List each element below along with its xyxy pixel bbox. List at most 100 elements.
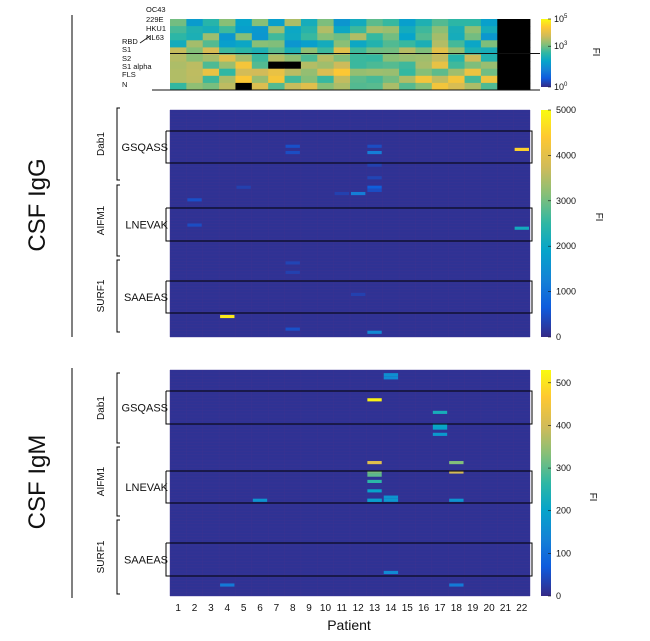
- coronavirus-cell: [513, 68, 531, 77]
- coronavirus-cell: [333, 33, 351, 41]
- coronavirus-cell: [202, 47, 220, 55]
- coronavirus-cell: [268, 75, 285, 84]
- coronavirus-cell: [513, 19, 531, 27]
- peptide-box-right-bracket: [527, 542, 533, 577]
- coronavirus-cell: [448, 54, 465, 62]
- coronavirus-cell: [431, 68, 449, 77]
- coronavirus-cell: [235, 54, 253, 62]
- coronavirus-cell: [333, 47, 351, 55]
- peptide-box-right-bracket: [527, 470, 533, 504]
- coronavirus-cell: [350, 68, 367, 77]
- coronavirus-cell: [366, 33, 384, 41]
- coronavirus-cell: [350, 82, 367, 91]
- highlight-cell: [285, 150, 300, 155]
- coronavirus-cell: [399, 40, 416, 48]
- coronavirus-cell: [366, 47, 384, 55]
- coronavirus-cell: [480, 40, 498, 48]
- coronavirus-colorbar-ticks: 105 103 100: [548, 14, 568, 92]
- coronavirus-cell: [366, 26, 384, 34]
- coronavirus-cell: [448, 26, 465, 34]
- coronavirus-cell: [300, 54, 318, 62]
- coronavirus-row-label: FLS: [122, 70, 136, 79]
- coronavirus-cell: [333, 75, 351, 84]
- coronavirus-cell: [186, 68, 204, 77]
- coronavirus-cell: [202, 40, 220, 48]
- coronavirus-cell: [415, 61, 433, 70]
- coronavirus-cell: [415, 54, 433, 62]
- colorbar-tick-label: 100: [556, 548, 571, 558]
- coronavirus-cell: [251, 47, 269, 55]
- highlight-cell: [351, 292, 366, 297]
- highlight-cell: [449, 583, 464, 587]
- coronavirus-cell: [350, 40, 367, 48]
- coronavirus-cell: [202, 61, 220, 70]
- coronavirus-cell: [235, 82, 253, 91]
- coronavirus-cell: [268, 54, 285, 62]
- protein-label: SURF1: [96, 279, 107, 312]
- coronavirus-cell: [448, 40, 465, 48]
- coronavirus-cell: [284, 68, 302, 77]
- protein-group-bracket: [116, 107, 120, 181]
- colorbar-tick-label: 1000: [556, 287, 576, 297]
- coronavirus-cell: [415, 26, 433, 34]
- highlight-cell: [383, 373, 399, 377]
- igg-colorbar-label: FI: [593, 213, 604, 222]
- coronavirus-cell: [235, 75, 253, 84]
- patient-tick: 12: [353, 603, 365, 614]
- coronavirus-cell: [480, 47, 498, 55]
- coronavirus-cell: [219, 47, 236, 55]
- coronavirus-cell: [448, 47, 465, 55]
- coronavirus-cell: [480, 82, 498, 91]
- coronavirus-cell: [350, 26, 367, 34]
- coronavirus-cell: [170, 19, 187, 27]
- coronavirus-cell: [497, 75, 515, 84]
- coronavirus-cell: [431, 61, 449, 70]
- coronavirus-cell: [350, 75, 367, 84]
- coronavirus-cell: [513, 82, 531, 91]
- coronavirus-cell: [202, 54, 220, 62]
- coronavirus-cell: [513, 26, 531, 34]
- coronavirus-cell: [480, 68, 498, 77]
- coronavirus-cell: [431, 33, 449, 41]
- coronavirus-cell: [268, 61, 285, 70]
- coronavirus-row-label: RBD: [122, 37, 138, 46]
- coronavirus-cell: [480, 26, 498, 34]
- coronavirus-cell: [399, 26, 416, 34]
- coronavirus-cell: [219, 40, 236, 48]
- coronavirus-cell: [317, 82, 335, 91]
- coronavirus-cell: [333, 26, 351, 34]
- coronavirus-cell: [431, 75, 449, 84]
- coronavirus-cell: [251, 68, 269, 77]
- patient-tick: 13: [369, 603, 381, 614]
- coronavirus-cell: [382, 75, 400, 84]
- patient-tick: 14: [385, 603, 397, 614]
- coronavirus-cell: [235, 68, 253, 77]
- patient-tick: 19: [467, 603, 479, 614]
- coronavirus-cell: [300, 26, 318, 34]
- coronavirus-cell: [235, 26, 253, 34]
- patient-tick: 6: [257, 603, 263, 614]
- coronavirus-cell: [186, 33, 204, 41]
- coronavirus-cell: [464, 40, 482, 48]
- protein-label: SURF1: [96, 540, 107, 573]
- coronavirus-cell: [300, 82, 318, 91]
- coronavirus-cell: [366, 40, 384, 48]
- coronavirus-cell: [170, 54, 187, 62]
- coronavirus-cell: [382, 47, 400, 55]
- patient-tick: 11: [337, 603, 348, 614]
- coronavirus-cell: [268, 26, 285, 34]
- coronavirus-cell: [333, 54, 351, 62]
- coronavirus-cell: [202, 33, 220, 41]
- coronavirus-cell: [464, 75, 482, 84]
- colorbar-tick-label: 0: [556, 332, 561, 342]
- coronavirus-cell: [219, 33, 236, 41]
- highlight-cell: [252, 498, 268, 502]
- highlight-cell: [449, 498, 464, 502]
- colorbar-tick-label: 5000: [556, 105, 576, 115]
- coronavirus-cell: [448, 82, 465, 91]
- coronavirus-colorbar-label: FI: [590, 48, 601, 57]
- igg-group-annotations: GSQASS Dab1 LNEVAK AIFM1 SAAEAS SURF1: [96, 107, 533, 333]
- coronavirus-cell: [366, 61, 384, 70]
